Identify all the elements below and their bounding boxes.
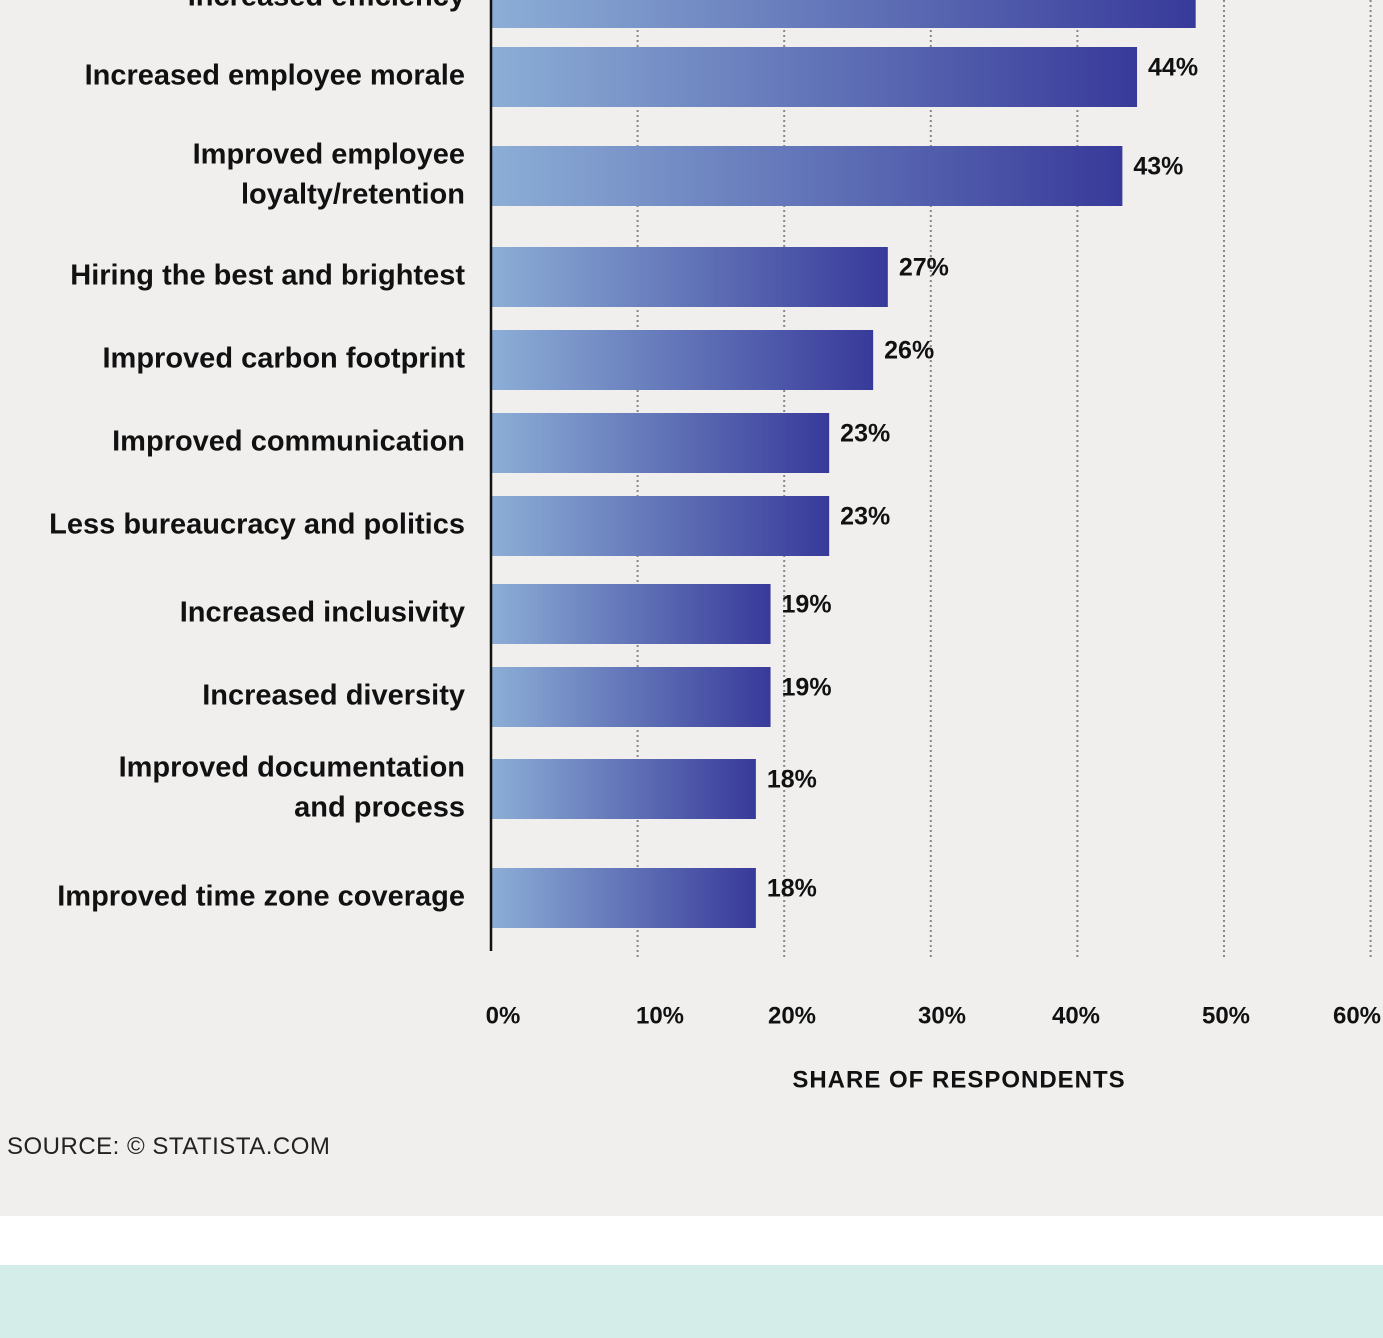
bar-chart: Increased efficiency Increased employee m…: [49, 0, 1381, 1093]
category-label: Less bureaucracy and politics: [49, 509, 465, 541]
bar: [492, 868, 756, 928]
value-label: 23%: [840, 503, 890, 531]
x-tick-label: 30%: [918, 1002, 966, 1029]
category-label: Hiring the best and brightest: [70, 260, 465, 292]
x-axis-title: SHARE OF RESPONDENTS: [792, 1066, 1125, 1093]
bar: [492, 146, 1123, 206]
x-tick-label: 50%: [1202, 1002, 1250, 1029]
category-label: Increased diversity: [202, 680, 465, 712]
category-label: Improved documentation: [119, 752, 465, 784]
category-label: Improved employee: [193, 139, 465, 171]
value-label: 48%: [1207, 0, 1257, 3]
category-labels: Increased efficiency Increased employee m…: [49, 0, 465, 913]
value-label: 19%: [782, 591, 832, 619]
bar: [492, 413, 830, 473]
bar: [492, 584, 771, 644]
bar: [492, 496, 830, 556]
value-label: 18%: [767, 766, 817, 794]
category-label: Improved time zone coverage: [57, 881, 465, 913]
value-label: 43%: [1133, 153, 1183, 181]
x-tick-label: 60%: [1333, 1002, 1381, 1029]
value-label: 27%: [899, 254, 949, 282]
x-tick-label: 20%: [768, 1002, 816, 1029]
bar: [492, 667, 771, 727]
chart-panel: Increased efficiency Increased employee m…: [0, 0, 1383, 1216]
source-note: SOURCE: © STATISTA.COM: [7, 1133, 331, 1160]
x-tick-label: 10%: [636, 1002, 684, 1029]
x-tick-label: 0%: [486, 1002, 521, 1029]
x-tick-label: 40%: [1052, 1002, 1100, 1029]
value-label: 26%: [884, 337, 934, 365]
bar: [492, 330, 874, 390]
bar: [492, 759, 756, 819]
category-label: Improved carbon footprint: [103, 343, 466, 375]
value-labels: 48% 44% 43% 27% 26% 23% 23% 19% 19% 18% 18%: [767, 0, 1257, 903]
x-tick-labels: 0% 10% 20% 30% 40% 50% 60%: [486, 1002, 1381, 1029]
next-section-title: THE ROAD TO SIMPLE AND: [0, 1323, 1383, 1338]
next-section: THE ROAD TO SIMPLE AND: [0, 1265, 1383, 1338]
value-label: 18%: [767, 875, 817, 903]
category-label: Increased employee morale: [85, 60, 465, 92]
value-label: 19%: [782, 674, 832, 702]
bar: [492, 47, 1138, 107]
category-label: Increased inclusivity: [180, 597, 465, 629]
category-label: Improved communication: [112, 426, 465, 458]
bar: [492, 247, 888, 307]
value-label: 23%: [840, 420, 890, 448]
value-label: 44%: [1148, 54, 1198, 82]
bar: [492, 0, 1196, 28]
category-label: loyalty/retention: [241, 179, 465, 211]
bars: [492, 0, 1196, 928]
category-label: Increased efficiency: [188, 0, 465, 13]
category-label: and process: [294, 792, 465, 824]
